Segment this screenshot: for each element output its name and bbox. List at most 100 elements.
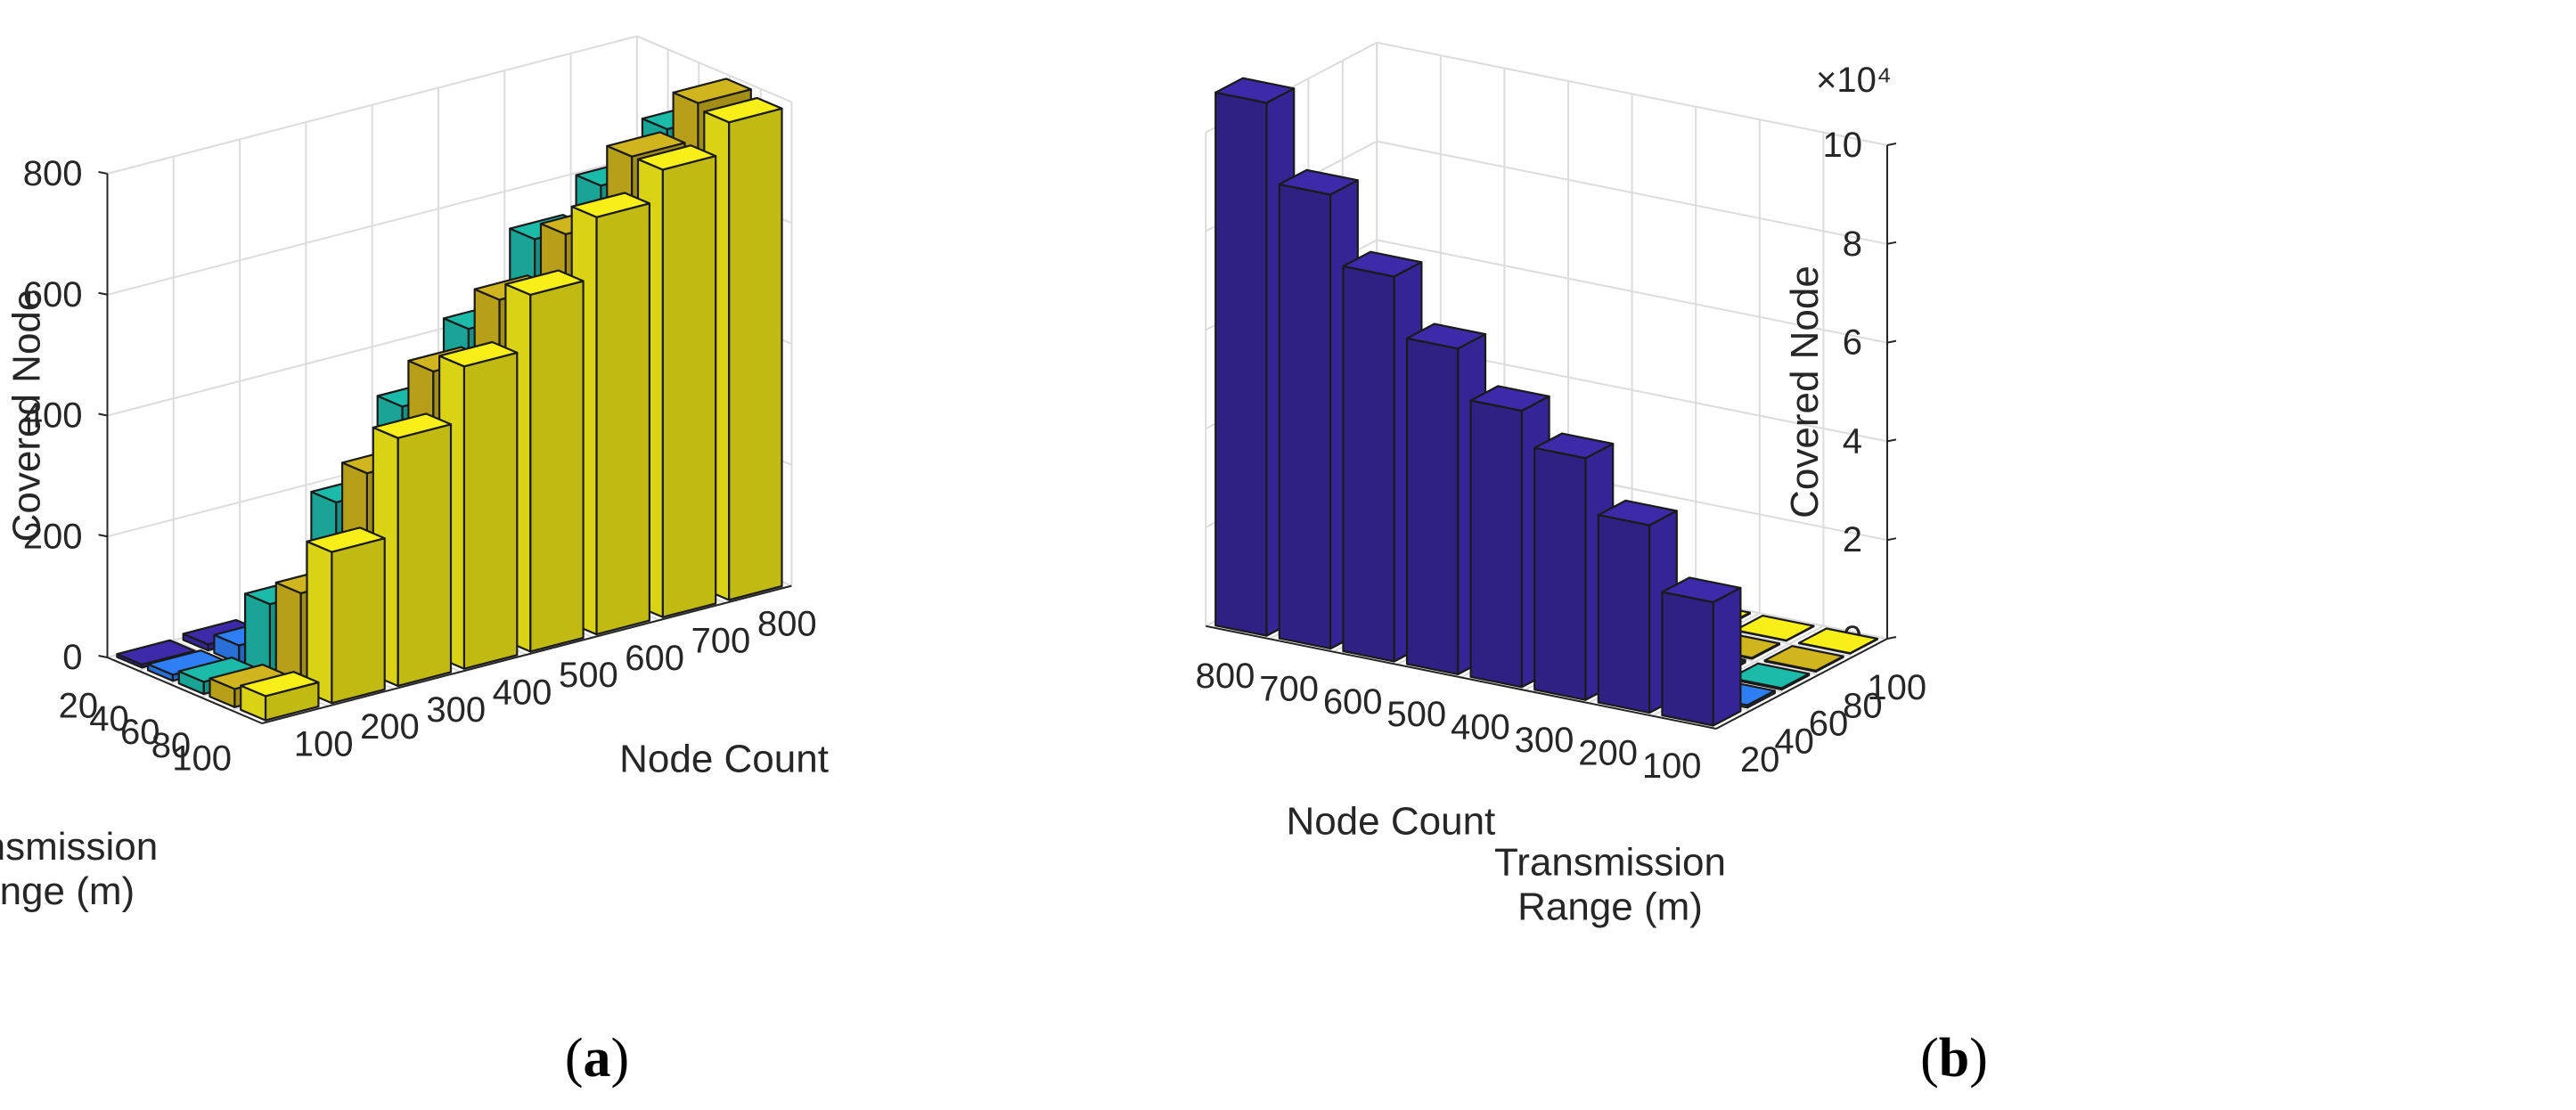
bar-face-top [372, 412, 453, 439]
y-tick-label: 60 [1809, 705, 1849, 744]
y-tick-label: 80 [1843, 686, 1883, 725]
bar-face-top [438, 340, 519, 368]
bar-face-top [1469, 385, 1550, 412]
bar-300-20 [1533, 432, 1615, 701]
axis-lines [1206, 145, 1888, 730]
subfigure-caption: (b) [1920, 1028, 1988, 1089]
x-tick-label: 600 [1323, 682, 1383, 722]
bar-face-top [1597, 499, 1678, 526]
bar-face-top [1533, 432, 1615, 460]
x-tick-label: 100 [294, 724, 354, 763]
bar-100-100 [240, 671, 320, 722]
z-tick-label: 4 [1843, 421, 1862, 461]
bar-face-side [1712, 586, 1742, 727]
bar-face-front [1405, 337, 1460, 676]
bar-face-top [1278, 168, 1359, 196]
z-tick-label: 10 [1823, 126, 1863, 165]
z-tick-label: 400 [23, 396, 83, 436]
bar-100-100 [1797, 627, 1879, 655]
bar-face-front [462, 351, 519, 670]
bar-face-top [306, 526, 386, 553]
y-tick-label: 60 [120, 713, 160, 752]
bar-face-top [1734, 614, 1815, 641]
y-axis-title-line: Transmission [1494, 841, 1726, 885]
subfigure-caption: (a) [565, 1028, 629, 1089]
z-tick-label: 8 [1843, 224, 1862, 264]
bar-face-top [703, 96, 783, 124]
bars [116, 78, 783, 722]
axis-titles: Covered Node Node CountTransmissionRange … [1286, 61, 1892, 929]
x-tick-label: 300 [426, 690, 486, 730]
bar-face-front [529, 280, 585, 653]
bar-face-top [1797, 627, 1879, 655]
z-axis-title: Covered Node [1783, 265, 1827, 518]
bar-200-100 [1734, 614, 1815, 642]
bar-face-top [606, 131, 686, 158]
x-axis-title: Node Count [1286, 800, 1495, 844]
x-axis-title: Node Count [619, 737, 829, 780]
bar-face-top [672, 78, 752, 104]
bar-face-top [570, 192, 651, 218]
bar-face-top [240, 671, 320, 698]
bar-face-front [727, 107, 783, 601]
bar-face-top [504, 269, 585, 296]
x-tick-label: 200 [360, 707, 420, 747]
bar-200-100 [306, 526, 386, 705]
bar-face-top [1730, 662, 1811, 690]
z-exponent-label: ×10⁴ [1816, 61, 1892, 100]
bar-face-top [1214, 77, 1296, 104]
y-axis-title-line: Range (m) [0, 869, 135, 913]
bar-face-front [397, 423, 453, 688]
z-tick-label: 0 [62, 638, 82, 677]
z-tick-label: 200 [23, 517, 83, 556]
bar-face-front [331, 537, 386, 705]
z-axis-title: Covered Node [5, 290, 49, 543]
x-tick-label: 500 [1386, 695, 1446, 734]
z-tick-label: 600 [23, 275, 83, 314]
z-tick-label: 2 [1843, 520, 1862, 559]
bar-300-100 [372, 412, 453, 688]
bar-face-front [1597, 513, 1651, 714]
bar-face-front [1278, 183, 1332, 650]
bars [1214, 77, 1879, 727]
y-tick-label: 20 [59, 686, 99, 725]
z-tick-label: 800 [23, 154, 83, 193]
bar-face-top [1405, 322, 1487, 350]
x-tick-label: 200 [1578, 733, 1638, 772]
y-axis-title-line: Range (m) [1517, 886, 1703, 929]
bar-face-top [636, 144, 717, 171]
bar-face-front [595, 202, 651, 636]
y-axis-title-line: Transmission [0, 825, 158, 869]
bar-face-top [116, 639, 196, 666]
y-tick-label: 40 [89, 699, 129, 739]
x-tick-label: 400 [493, 673, 552, 712]
bar-face-front [1533, 446, 1587, 701]
chart-b: 0246810100200300400500600700800204060801… [1196, 41, 1988, 1089]
x-tick-label: 800 [757, 604, 817, 643]
x-tick-label: 400 [1451, 708, 1510, 747]
axis-titles: Covered Node Node Count TransmissionRange … [0, 290, 829, 913]
y-tick-label: 100 [172, 739, 232, 779]
bar-face-front [1469, 399, 1524, 689]
z-tick-label: 6 [1843, 323, 1862, 363]
x-tick-label: 600 [625, 639, 684, 678]
x-tick-label: 100 [1642, 747, 1702, 786]
bar-face-front [1342, 265, 1395, 663]
bar-face-top [1763, 645, 1844, 672]
bar-face-front [1214, 91, 1268, 637]
bar-100-20 [1661, 576, 1742, 727]
bar-face-top [1661, 576, 1742, 604]
z-axis-ticks: 0246810 [1823, 126, 1897, 658]
x-tick-label: 700 [1259, 669, 1319, 708]
x-tick-label: 500 [559, 656, 618, 695]
bar-face-front [1661, 591, 1714, 727]
z-axis-ticks: 0 200 400 600 800 [23, 154, 108, 677]
bar-face-front [661, 155, 717, 618]
y-tick-label: 20 [1740, 740, 1780, 779]
x-tick-label: 700 [691, 622, 751, 661]
